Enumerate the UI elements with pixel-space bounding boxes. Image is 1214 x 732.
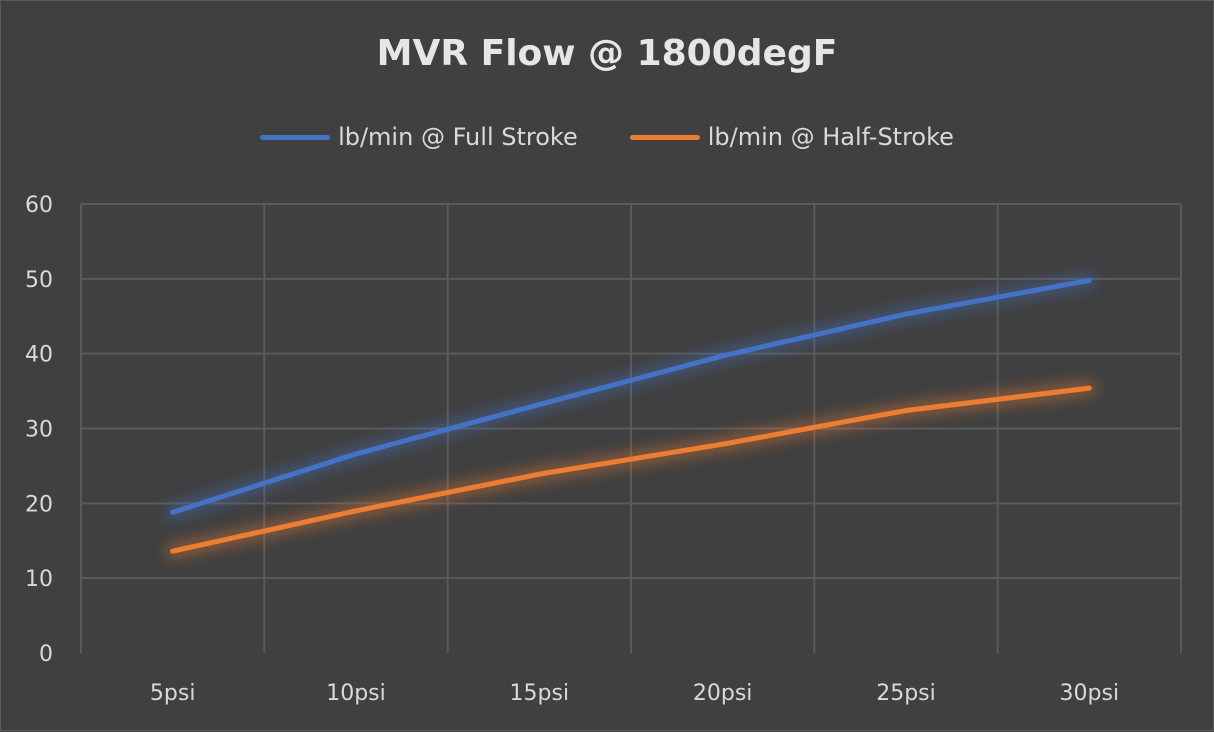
y-tick-label: 10 [25,567,53,592]
y-tick-label: 50 [25,268,53,293]
x-tick-label: 10psi [326,681,386,706]
x-tick-label: 25psi [876,681,936,706]
y-tick-label: 0 [39,642,53,667]
x-tick-label: 30psi [1060,681,1120,706]
x-tick-label: 5psi [150,681,196,706]
y-tick-label: 40 [25,343,53,368]
x-tick-label: 20psi [693,681,753,706]
y-tick-label: 20 [25,492,53,517]
y-tick-label: 30 [25,418,53,443]
y-tick-label: 60 [25,193,53,218]
x-tick-label: 15psi [510,681,570,706]
